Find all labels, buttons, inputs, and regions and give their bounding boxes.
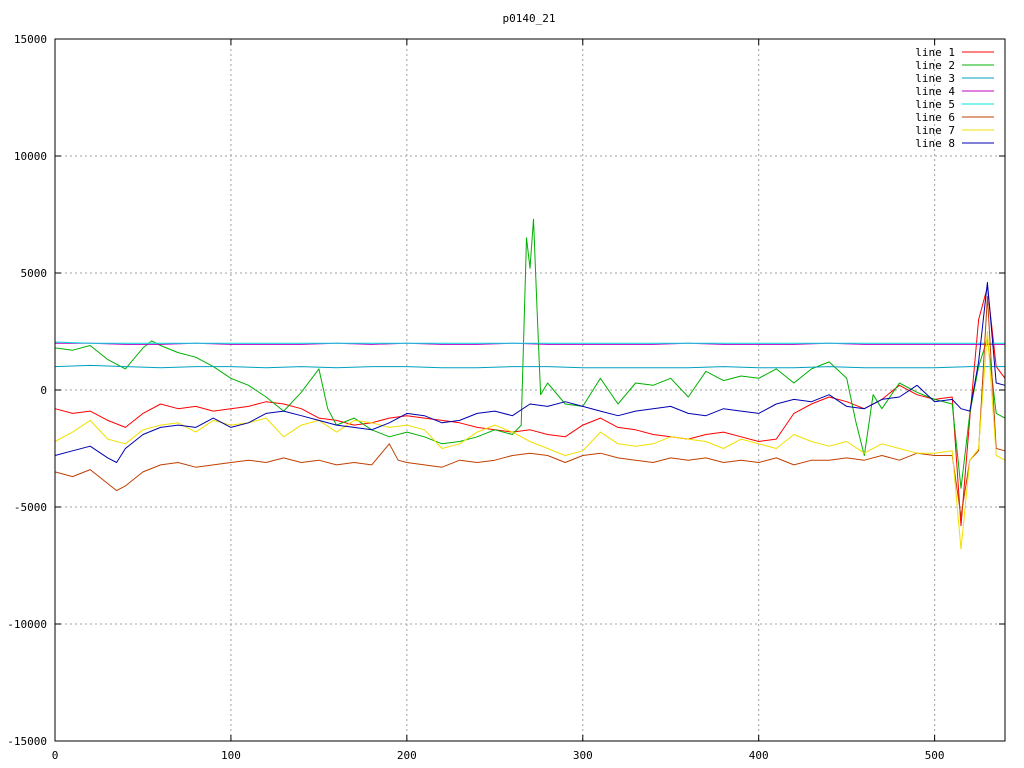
legend-label: line 1 [915,46,955,59]
legend-label: line 4 [915,85,955,98]
y-tick-label: 10000 [14,150,47,163]
legend-label: line 6 [915,111,955,124]
legend-label: line 3 [915,72,955,85]
y-tick-label: -5000 [14,501,47,514]
x-tick-label: 200 [397,749,417,762]
legend-label: line 8 [915,137,955,150]
legend-label: line 5 [915,98,955,111]
y-tick-label: -10000 [7,618,47,631]
x-tick-label: 100 [221,749,241,762]
series-line-3 [54,364,1005,369]
series-line-5 [54,341,1005,344]
axis-ticks: -15000 -10000 -5000 0 5000 10000 15000 0 100 200 3… [7,33,1005,762]
series-line-4 [55,342,1005,345]
series-group [54,218,1006,550]
legend-label: line 7 [915,124,955,137]
y-tick-label: 0 [40,384,47,397]
y-tick-label: 15000 [14,33,47,46]
series-line-7 [54,331,1006,550]
y-tick-label: 5000 [21,267,48,280]
series-line-6 [54,295,1006,517]
series-line-1 [54,286,1006,527]
series-line-8 [54,281,1006,463]
x-tick-label: 300 [573,749,593,762]
x-tick-label: 400 [749,749,769,762]
y-tick-label: -15000 [7,735,47,748]
legend-label: line 2 [915,59,955,72]
grid-lines [55,39,1005,741]
x-tick-label: 500 [925,749,945,762]
chart-title: p0140_21 [503,12,556,25]
x-tick-label: 0 [52,749,59,762]
series-line-2 [54,218,1006,489]
